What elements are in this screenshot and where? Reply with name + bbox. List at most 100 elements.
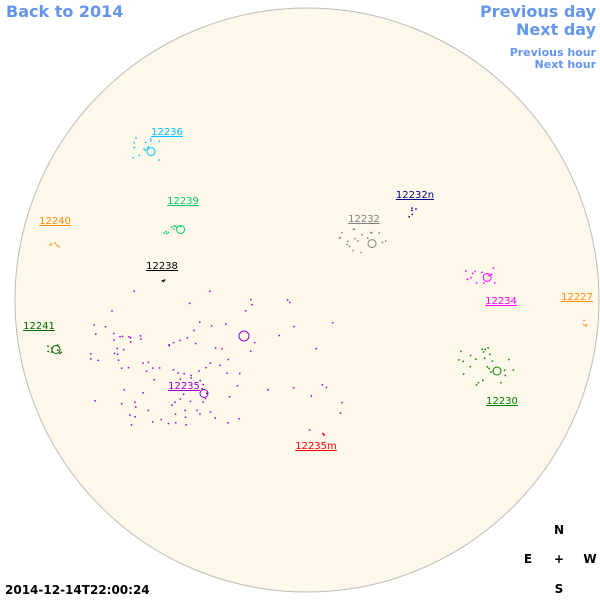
spot [488,367,490,370]
spot [466,278,469,281]
spot [210,325,213,327]
spot [471,272,474,275]
spot [483,357,486,359]
spot [122,348,125,351]
spot [411,213,414,216]
spot [128,336,130,338]
spot [123,389,126,391]
spot [293,325,295,328]
spot [585,325,587,327]
spot [116,347,119,350]
spot [490,371,492,373]
spot [512,369,515,371]
spot [315,347,318,350]
spot [165,232,168,235]
spot [338,237,341,239]
spot [174,225,176,227]
spot [482,351,485,353]
spot [227,358,230,361]
spot [158,140,161,143]
spot [491,360,494,362]
spot [474,270,476,273]
spot [205,366,207,369]
spot [177,372,179,374]
spot [225,323,227,325]
spot [465,270,467,272]
spot [227,422,229,424]
spot [585,324,588,326]
spot [182,393,185,396]
back-link[interactable]: Back to 2014 [6,2,123,21]
spot [161,279,164,282]
spot [158,367,161,369]
spot [146,147,149,150]
spot [489,353,491,356]
spot-umbra [146,147,156,157]
next-hour-link[interactable]: Next hour [535,58,597,71]
spot [121,335,124,338]
spot [56,349,59,351]
spot [481,348,483,350]
spot [411,207,413,209]
spot [199,321,201,323]
spot [214,347,217,349]
spot [117,359,120,361]
spot [460,350,462,353]
spot [54,242,56,245]
spot [147,145,150,148]
spot [184,416,187,419]
spot [504,374,507,377]
spot [186,337,189,339]
spot [167,231,170,234]
region-label: 12240 [39,216,71,227]
spot [500,381,502,384]
spot [278,334,280,337]
spot [238,372,241,375]
spot [325,386,328,389]
spot [411,209,413,212]
spot [97,359,100,362]
spot [583,323,585,326]
previous-hour-link[interactable]: Previous hour [510,46,597,59]
region-label: 12241 [23,321,55,332]
spot [139,335,142,337]
spot [147,409,150,412]
spot [58,245,60,248]
spot [201,388,203,390]
previous-day-link[interactable]: Previous day [480,2,597,21]
spot [175,422,177,424]
region-label: 12238 [146,261,178,272]
spot [144,149,147,151]
spot [462,360,464,363]
spot [408,215,410,218]
spot [194,342,197,345]
spot [113,352,116,355]
spot [209,290,211,293]
spot [150,139,152,142]
spot [469,354,472,357]
next-day-link[interactable]: Next day [516,20,597,39]
spot [179,398,182,400]
spot [244,310,247,312]
spot [129,341,132,343]
spot [415,208,417,210]
spot [462,373,465,375]
spot [153,378,156,381]
spot [167,422,170,425]
spot [193,329,195,332]
spot [475,358,477,360]
spot [129,414,131,416]
spot [198,370,200,372]
spot [133,146,136,149]
spot [132,157,134,159]
spot [219,364,221,367]
spot [50,243,53,245]
spot [144,141,147,144]
spot [199,379,201,382]
region-label: 12235m [295,441,337,452]
spot [249,350,252,352]
spot [209,411,212,413]
spot [321,384,324,386]
spot [133,290,135,292]
